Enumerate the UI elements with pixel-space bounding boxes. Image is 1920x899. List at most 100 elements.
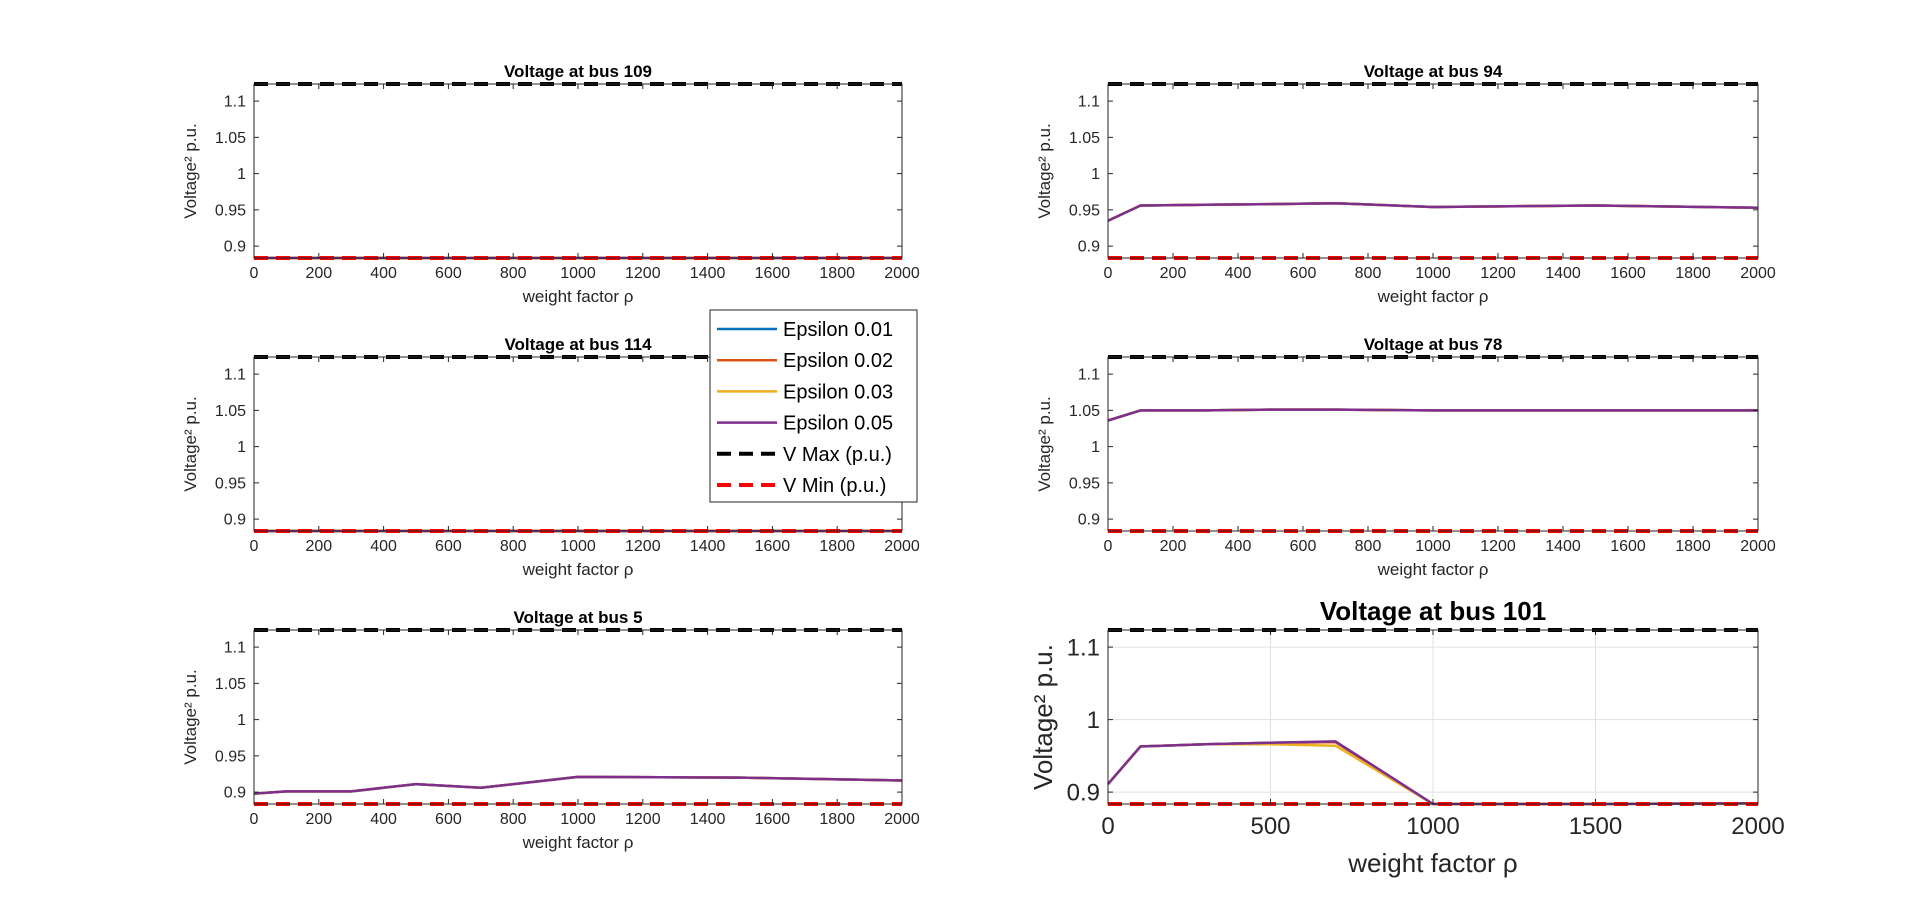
x-tick-label: 600 [1290, 265, 1317, 282]
x-tick-label: 400 [370, 811, 397, 828]
x-tick-label: 600 [435, 811, 462, 828]
y-tick-label: 1 [1091, 439, 1100, 456]
y-tick-label: 0.9 [1078, 512, 1100, 529]
legend-label: Epsilon 0.03 [783, 381, 893, 403]
x-tick-label: 1800 [1675, 538, 1711, 555]
x-tick-label: 800 [500, 538, 527, 555]
x-tick-label: 1000 [1415, 265, 1451, 282]
x-axis-label: weight factor ρ [522, 833, 634, 852]
x-tick-label: 1600 [755, 265, 791, 282]
series-line-4 [253, 775, 903, 795]
y-tick-label: 1.05 [215, 130, 246, 147]
y-tick-label: 0.95 [215, 475, 246, 492]
plot-area [1108, 357, 1758, 531]
x-tick-label: 800 [500, 811, 527, 828]
chart-title: Voltage at bus 78 [1364, 335, 1503, 354]
legend-item: Epsilon 0.05 [717, 413, 893, 435]
x-tick-label: 1000 [560, 811, 596, 828]
y-tick-label: 0.9 [224, 785, 246, 802]
x-tick-label: 400 [1225, 265, 1252, 282]
x-tick-label: 200 [305, 811, 332, 828]
y-axis-label: Voltage² p.u. [181, 396, 200, 491]
y-tick-label: 1.05 [215, 403, 246, 420]
y-tick-label: 1.05 [1069, 403, 1100, 420]
y-tick-label: 0.95 [215, 202, 246, 219]
x-tick-label: 0 [1104, 538, 1113, 555]
x-tick-label: 0 [250, 811, 259, 828]
chart-title: Voltage at bus 5 [513, 608, 642, 627]
legend-label: Epsilon 0.05 [783, 413, 893, 435]
x-tick-label: 1800 [819, 811, 855, 828]
x-tick-label: 1000 [1415, 538, 1451, 555]
x-tick-label: 1400 [690, 538, 726, 555]
y-tick-label: 1.1 [1078, 367, 1100, 384]
x-tick-label: 1800 [1675, 265, 1711, 282]
y-tick-label: 1.1 [1067, 635, 1100, 662]
y-tick-label: 1.1 [224, 367, 246, 384]
x-tick-label: 500 [1250, 813, 1290, 840]
legend-box [709, 309, 918, 503]
x-tick-label: 200 [1160, 265, 1187, 282]
x-tick-label: 1800 [819, 265, 855, 282]
x-tick-label: 0 [250, 538, 259, 555]
y-tick-label: 0.95 [215, 748, 246, 765]
x-tick-label: 0 [1104, 265, 1113, 282]
y-tick-label: 1.1 [224, 640, 246, 657]
subplot-2: 0 200 400 600 800 1000 1200 1400 1600 1800 2000 0.9… [1035, 62, 1776, 306]
y-tick-label: 0.9 [224, 512, 246, 529]
legend-item: Epsilon 0.02 [717, 350, 893, 372]
x-tick-label: 1200 [1480, 538, 1516, 555]
x-tick-label: 2000 [884, 265, 920, 282]
y-tick-label: 0.95 [1069, 202, 1100, 219]
x-tick-label: 200 [1160, 538, 1187, 555]
legend-label: Epsilon 0.02 [783, 350, 893, 372]
subplot-6: 0 500 1000 1500 2000 0.9 1 1.1 Voltage at bus 10… [1028, 596, 1785, 878]
chart-title: Voltage at bus 101 [1320, 596, 1546, 626]
legend-label: V Max (p.u.) [783, 444, 892, 466]
x-tick-label: 0 [1101, 813, 1114, 840]
x-tick-label: 2000 [1740, 265, 1776, 282]
y-tick-label: 1 [237, 712, 246, 729]
plot-area [254, 630, 902, 804]
y-axis-label: Voltage² p.u. [1028, 644, 1058, 790]
x-tick-label: 2000 [1731, 813, 1784, 840]
x-tick-label: 600 [435, 265, 462, 282]
y-tick-label: 1 [237, 166, 246, 183]
y-tick-label: 1 [237, 439, 246, 456]
x-axis-label: weight factor ρ [1347, 848, 1517, 878]
x-tick-label: 1400 [1545, 265, 1581, 282]
chart-title: Voltage at bus 109 [504, 62, 652, 81]
x-axis-label: weight factor ρ [522, 560, 634, 579]
legend-label: Epsilon 0.01 [783, 319, 893, 341]
y-axis-label: Voltage² p.u. [1035, 123, 1054, 218]
plot-area [1108, 84, 1758, 258]
y-tick-label: 0.95 [1069, 475, 1100, 492]
y-axis-label: Voltage² p.u. [181, 123, 200, 218]
y-tick-label: 1.1 [224, 94, 246, 111]
x-tick-label: 1400 [1545, 538, 1581, 555]
legend-label: V Min (p.u.) [783, 475, 886, 497]
chart-title: Voltage at bus 94 [1364, 62, 1503, 81]
y-tick-label: 0.9 [1067, 780, 1100, 807]
y-axis-label: Voltage² p.u. [181, 669, 200, 764]
subplot-4: 0 200 400 600 800 1000 1200 1400 1600 1800 2000 0.9… [1035, 335, 1776, 579]
x-axis-label: weight factor ρ [1377, 560, 1489, 579]
y-axis-label: Voltage² p.u. [1035, 396, 1054, 491]
legend-item: V Min (p.u.) [717, 475, 886, 497]
x-tick-label: 400 [370, 538, 397, 555]
plot-area [254, 84, 902, 258]
x-tick-label: 800 [1355, 265, 1382, 282]
series-line-4 [1107, 408, 1758, 422]
x-tick-label: 1400 [690, 811, 726, 828]
legend-item: Epsilon 0.03 [717, 381, 893, 403]
x-tick-label: 1500 [1569, 813, 1622, 840]
x-tick-label: 2000 [1740, 538, 1776, 555]
y-tick-label: 1 [1091, 166, 1100, 183]
x-tick-label: 400 [1225, 538, 1252, 555]
series-line-4 [1107, 202, 1759, 222]
legend-item: Epsilon 0.01 [717, 319, 893, 341]
x-tick-label: 400 [370, 265, 397, 282]
x-tick-label: 1600 [755, 538, 791, 555]
x-tick-label: 0 [250, 265, 259, 282]
x-tick-label: 800 [1355, 538, 1382, 555]
